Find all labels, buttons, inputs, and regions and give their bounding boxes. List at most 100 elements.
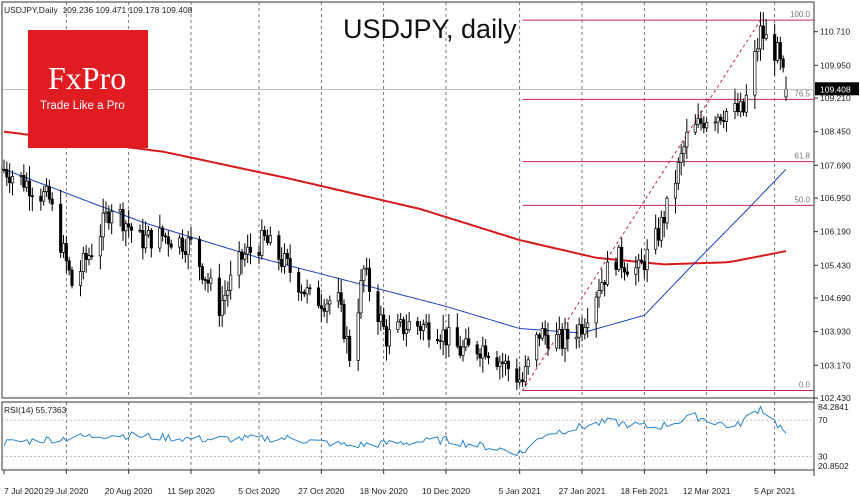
- candle-body: [523, 366, 527, 383]
- candle-body: [163, 235, 168, 238]
- candle-body: [206, 279, 210, 284]
- candle-body: [166, 236, 170, 245]
- candle-body: [535, 334, 539, 361]
- candle-body: [127, 223, 131, 228]
- symbol-label: USDJPY,Daily: [4, 5, 58, 15]
- candle-body: [543, 328, 547, 336]
- candle-body: [67, 260, 71, 271]
- candle-body: [288, 258, 292, 273]
- candle-body: [277, 235, 281, 260]
- candle-body: [285, 253, 289, 259]
- candle-body: [209, 277, 213, 284]
- candle-body: [47, 185, 51, 200]
- candle-body: [713, 121, 717, 124]
- candle-body: [104, 211, 108, 214]
- candle-body: [639, 259, 644, 263]
- candle-body: [546, 334, 550, 349]
- candle-body: [461, 346, 465, 356]
- candle-body: [118, 209, 122, 212]
- candle-body: [739, 101, 743, 113]
- rsi-axis-label-min: 20.8502: [818, 461, 849, 471]
- y-tick-label: 103.170: [820, 360, 851, 370]
- candle-body: [427, 322, 431, 340]
- candle-body: [362, 268, 366, 282]
- candle-body: [603, 282, 607, 285]
- candle-body: [665, 197, 669, 224]
- candle-body: [240, 251, 244, 260]
- x-tick-label: 5 Jan 2021: [499, 486, 541, 496]
- candle-body: [319, 305, 323, 309]
- candle-body: [268, 235, 272, 244]
- candle-body: [70, 269, 74, 286]
- candle-body: [59, 203, 63, 253]
- candle-body: [438, 340, 442, 342]
- candle-body: [702, 122, 706, 129]
- candle-body: [673, 182, 678, 199]
- candle-body: [379, 314, 383, 323]
- candle-body: [659, 216, 663, 241]
- candle-body: [141, 230, 145, 249]
- y-tick-label: 106.190: [820, 227, 851, 237]
- candle-body: [257, 252, 261, 256]
- candle-body: [84, 252, 88, 260]
- candle-body: [348, 336, 352, 361]
- y-tick-label: 102.430: [820, 393, 851, 403]
- candle-body: [237, 251, 241, 276]
- y-tick-label: 109.950: [820, 60, 851, 70]
- candle-body: [297, 272, 301, 293]
- candle-body: [699, 118, 703, 124]
- candle-body: [144, 234, 148, 249]
- rsi-line: [3, 405, 787, 457]
- candle-body: [22, 175, 26, 188]
- candle-body: [399, 319, 403, 323]
- x-tick-label: 29 Jul 2020: [44, 486, 88, 496]
- y-tick-label: 104.690: [820, 293, 851, 303]
- candle-body: [260, 229, 264, 256]
- candle-body: [226, 289, 230, 296]
- fib-level-label: 50.0: [794, 195, 810, 204]
- x-tick-label: 12 Mar 2021: [683, 486, 731, 496]
- candle-body: [263, 229, 267, 237]
- y-tick-label: 110.710: [820, 27, 850, 37]
- candle-body: [376, 291, 380, 323]
- candle-body: [407, 320, 411, 330]
- candle-body: [467, 338, 471, 346]
- candle-body: [656, 228, 661, 241]
- candle-body: [64, 243, 68, 262]
- candle-body: [421, 324, 425, 331]
- x-tick-label: 18 Feb 2021: [620, 486, 668, 496]
- ma50-line: [3, 168, 787, 334]
- candle-body: [537, 334, 542, 339]
- rsi-axis-label-70: 70: [818, 415, 828, 425]
- candle-body: [724, 111, 729, 122]
- candle-body: [614, 261, 618, 270]
- candle-body: [520, 379, 525, 383]
- candle-body: [367, 267, 372, 292]
- x-tick-label: 7 Jul 2020: [4, 486, 43, 496]
- logo-tagline: Trade Like a Pro: [40, 100, 125, 112]
- candle-body: [594, 296, 598, 324]
- candle-body: [322, 308, 326, 312]
- candle-body: [229, 274, 233, 291]
- candle-body: [189, 237, 193, 240]
- symbol-header: USDJPY,Daily 109.236 109.471 109.178 109…: [4, 5, 192, 15]
- candle-body: [744, 94, 748, 113]
- candle-body: [101, 212, 105, 238]
- candle-body: [180, 237, 185, 252]
- candle-body: [44, 185, 49, 192]
- y-tick-label: 109.210: [820, 93, 851, 103]
- candle-body: [642, 261, 646, 271]
- candle-body: [387, 329, 391, 347]
- candle-body: [81, 252, 85, 272]
- logo-wordmark: FxPro: [48, 60, 127, 96]
- candle-body: [50, 198, 54, 205]
- candle-body: [676, 161, 680, 184]
- candle-body: [243, 253, 247, 260]
- candle-body: [5, 169, 9, 178]
- x-tick-label: 18 Nov 2020: [360, 486, 408, 496]
- candle-body: [625, 271, 629, 275]
- candle-body: [654, 228, 658, 250]
- candle-body: [158, 227, 162, 249]
- candle-body: [328, 300, 332, 305]
- candle-body: [736, 103, 740, 113]
